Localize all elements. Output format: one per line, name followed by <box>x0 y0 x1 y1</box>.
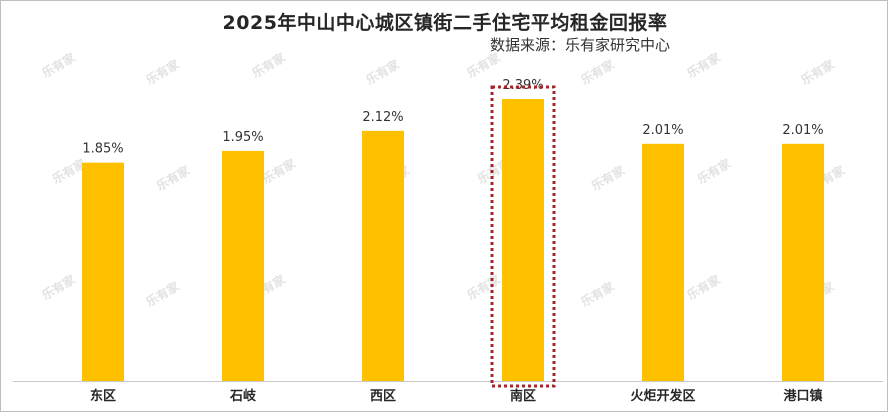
watermark-text: 乐有家 <box>588 162 628 193</box>
bar-series <box>82 98 824 381</box>
watermark-text: 乐有家 <box>39 271 79 302</box>
watermark-text: 乐有家 <box>143 278 183 309</box>
watermark-text: 乐有家 <box>684 49 724 80</box>
watermark-text: 乐有家 <box>259 155 299 186</box>
x-tick-label: 西区 <box>370 389 396 404</box>
data-label-layer: 1.85%1.95%2.12%2.39%2.01% 2.01% <box>82 78 823 157</box>
chart-title: 2025年中山中心城区镇街二手住宅平均租金回报率 <box>222 12 668 34</box>
highlight-box <box>490 85 556 388</box>
x-axis: 东区 石岐 西区 南区 火炬开发区 港口镇 <box>13 381 883 404</box>
data-label: 1.95% <box>222 130 263 145</box>
watermark-text: 乐有家 <box>153 162 193 193</box>
x-tick-label: 火炬开发区 <box>630 388 695 404</box>
highlight-layer <box>490 85 556 388</box>
x-tick-label: 港口镇 <box>783 388 822 404</box>
watermark-text: 乐有家 <box>578 278 618 309</box>
x-tick-label: 石岐 <box>229 388 257 404</box>
watermark-text: 乐有家 <box>249 49 289 80</box>
data-label: 2.01% <box>642 123 683 138</box>
data-label: 2.12% <box>362 110 403 125</box>
watermark-text: 乐有家 <box>464 49 504 80</box>
watermark-text: 乐有家 <box>143 56 183 87</box>
data-label: 2.01% <box>782 123 823 138</box>
bar-火炬开发区 <box>642 143 684 381</box>
watermark-text: 乐有家 <box>684 271 724 302</box>
chart-source: 数据来源：乐有家研究中心 <box>489 36 670 54</box>
bar-东区 <box>82 162 124 381</box>
data-label: 1.85% <box>82 142 123 157</box>
bar-西区 <box>362 130 404 381</box>
bar-港口镇 <box>782 143 824 381</box>
watermark-text: 乐有家 <box>578 56 618 87</box>
watermark-text: 乐有家 <box>464 271 504 302</box>
watermark-text: 乐有家 <box>39 49 79 80</box>
x-tick-label: 南区 <box>510 388 536 404</box>
watermark-text: 乐有家 <box>694 155 734 186</box>
bar-石岐 <box>222 150 264 381</box>
watermark-text: 乐有家 <box>363 56 403 87</box>
bar-南区 <box>502 98 544 381</box>
watermark-layer: 乐有家 乐有家 乐有家 乐有家 乐有家 乐有家 乐有家 乐有家乐有家 乐有家 乐有家 乐有家 乐有家乐… <box>39 49 848 309</box>
x-tick-label: 东区 <box>90 388 116 404</box>
watermark-text: 乐有家 <box>798 56 838 87</box>
